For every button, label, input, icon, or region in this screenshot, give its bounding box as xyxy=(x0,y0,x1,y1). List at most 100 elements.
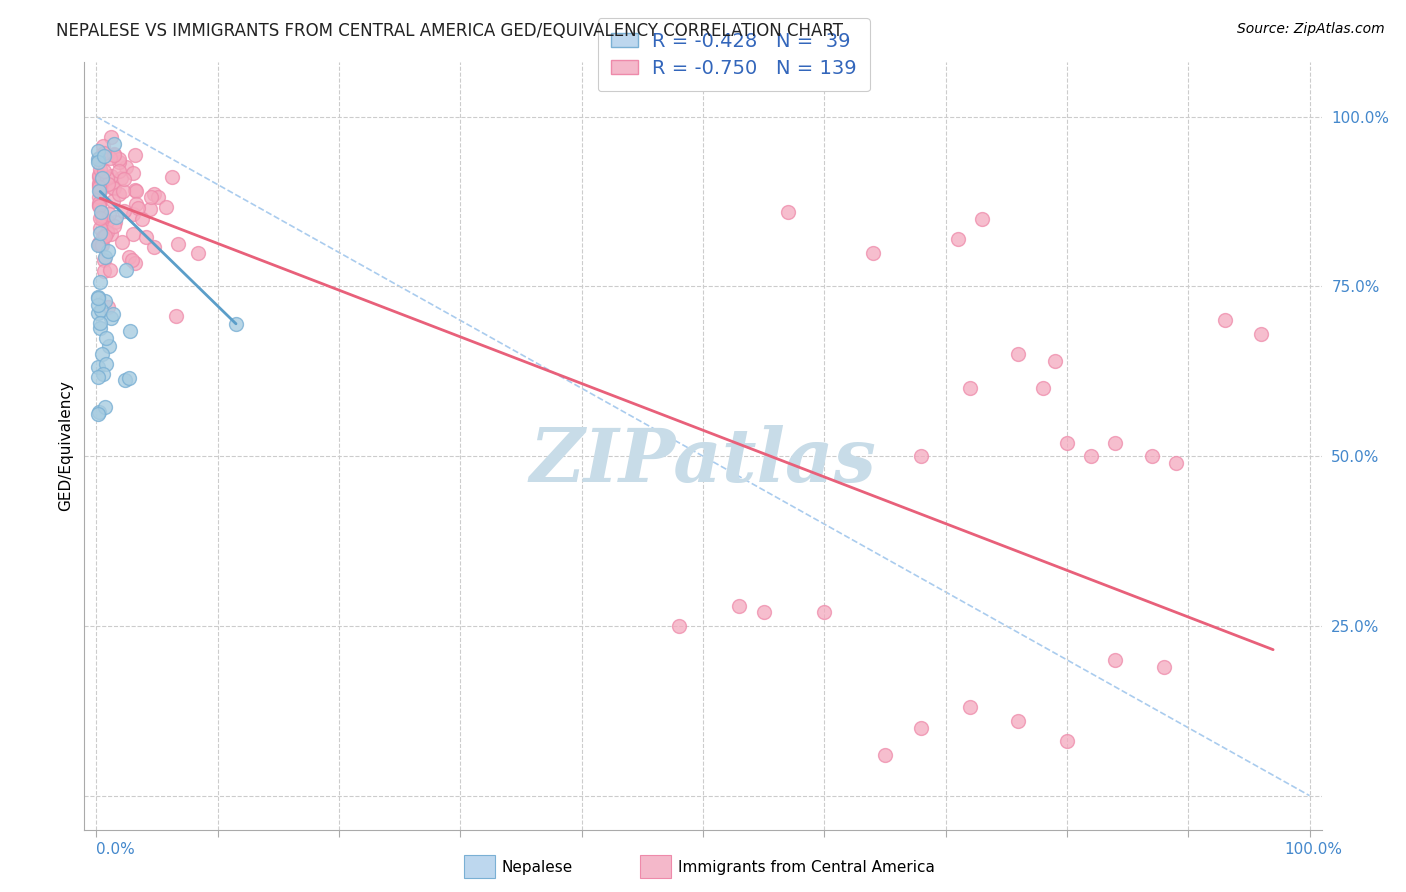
Point xyxy=(946,232,969,246)
Point xyxy=(862,245,884,260)
Point xyxy=(89,220,111,235)
Point xyxy=(91,347,114,361)
Text: Source: ZipAtlas.com: Source: ZipAtlas.com xyxy=(1237,22,1385,37)
Point xyxy=(112,172,135,186)
Point xyxy=(776,204,799,219)
Point xyxy=(103,219,125,233)
Point xyxy=(90,205,112,219)
Point xyxy=(910,449,932,463)
Point xyxy=(1213,313,1236,327)
Point xyxy=(187,245,209,260)
Point xyxy=(135,230,157,244)
Point xyxy=(124,148,146,162)
Point xyxy=(127,201,149,215)
Point xyxy=(114,263,136,277)
Point xyxy=(100,310,122,325)
Point xyxy=(100,227,122,241)
Point xyxy=(87,170,110,185)
Point xyxy=(90,303,112,318)
Point xyxy=(107,164,129,178)
Point xyxy=(87,198,110,212)
Point xyxy=(1250,326,1272,341)
Text: Immigrants from Central America: Immigrants from Central America xyxy=(678,860,935,874)
Point xyxy=(96,225,118,239)
Point xyxy=(959,700,981,714)
Point xyxy=(93,253,115,268)
Point xyxy=(112,184,135,198)
Point xyxy=(97,301,120,315)
Point xyxy=(101,194,124,208)
Point xyxy=(1140,449,1163,463)
Point xyxy=(87,199,110,213)
Point xyxy=(89,161,111,176)
Point xyxy=(87,152,110,166)
Point xyxy=(87,151,110,165)
Point xyxy=(103,137,125,152)
Point xyxy=(103,181,125,195)
Point xyxy=(959,381,981,395)
Point xyxy=(93,367,115,381)
Point xyxy=(94,400,117,414)
Point xyxy=(165,310,187,324)
Text: ZIPatlas: ZIPatlas xyxy=(530,425,876,498)
Point xyxy=(101,307,124,321)
Point xyxy=(100,169,122,183)
Point xyxy=(87,184,110,198)
Point xyxy=(94,330,117,344)
Point xyxy=(89,317,111,331)
Point xyxy=(93,163,115,178)
Point xyxy=(98,339,121,353)
Point xyxy=(122,207,145,221)
Point xyxy=(107,152,129,166)
Point xyxy=(1007,714,1029,728)
Point xyxy=(970,211,993,226)
Point xyxy=(1104,653,1126,667)
Point xyxy=(114,373,136,387)
Point xyxy=(87,370,110,384)
Point xyxy=(111,235,134,249)
Point xyxy=(93,149,115,163)
Point xyxy=(87,359,110,374)
Point xyxy=(96,214,118,228)
Point xyxy=(86,298,108,312)
Point xyxy=(1153,659,1175,673)
Point xyxy=(90,238,112,252)
Y-axis label: GED/Equivalency: GED/Equivalency xyxy=(58,381,73,511)
Point xyxy=(160,170,183,185)
Point xyxy=(89,226,111,240)
Point xyxy=(122,166,145,180)
Text: Nepalese: Nepalese xyxy=(502,860,574,874)
Text: NEPALESE VS IMMIGRANTS FROM CENTRAL AMERICA GED/EQUIVALENCY CORRELATION CHART: NEPALESE VS IMMIGRANTS FROM CENTRAL AMER… xyxy=(56,22,844,40)
Point xyxy=(97,207,120,221)
Point xyxy=(131,212,153,227)
Point xyxy=(87,168,110,182)
Point xyxy=(90,209,112,223)
Point xyxy=(91,170,114,185)
Point xyxy=(97,178,120,192)
Point xyxy=(91,170,114,185)
Point xyxy=(86,237,108,252)
Legend: R = -0.428   N =  39, R = -0.750   N = 139: R = -0.428 N = 39, R = -0.750 N = 139 xyxy=(598,19,870,92)
Point xyxy=(110,170,132,185)
Point xyxy=(146,190,169,204)
Point xyxy=(91,139,114,153)
Point xyxy=(108,186,131,201)
Point xyxy=(118,371,141,385)
Point xyxy=(103,147,125,161)
Point xyxy=(143,240,166,254)
Point xyxy=(91,230,114,244)
Point xyxy=(112,203,135,218)
Point xyxy=(89,321,111,335)
Point xyxy=(94,357,117,371)
Point xyxy=(87,190,110,204)
Text: 0.0%: 0.0% xyxy=(96,842,135,856)
Point xyxy=(1032,381,1054,395)
Point xyxy=(93,264,115,278)
Point xyxy=(87,195,110,210)
Point xyxy=(124,183,146,197)
Point xyxy=(115,160,138,174)
Point xyxy=(1007,347,1029,361)
Text: 100.0%: 100.0% xyxy=(1285,842,1343,856)
Point xyxy=(1056,435,1078,450)
Point xyxy=(87,178,110,192)
